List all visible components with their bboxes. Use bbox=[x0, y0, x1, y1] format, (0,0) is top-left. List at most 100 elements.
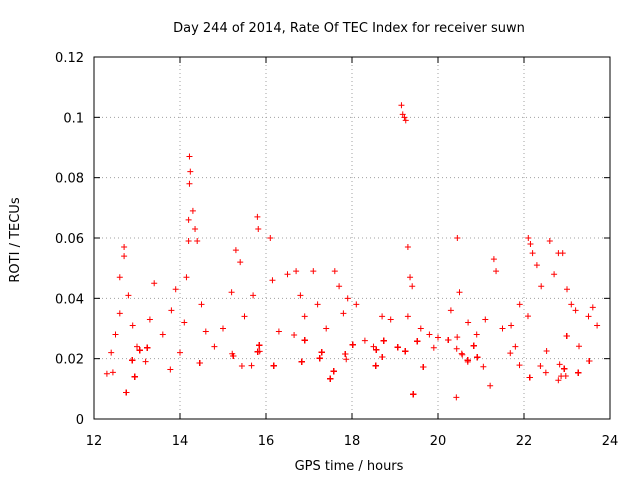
data-point bbox=[561, 365, 568, 372]
data-point bbox=[353, 301, 360, 308]
data-point bbox=[298, 358, 305, 365]
data-point bbox=[186, 153, 193, 160]
y-tick-label: 0.1 bbox=[63, 111, 84, 126]
data-point bbox=[255, 225, 262, 232]
data-point bbox=[447, 307, 454, 314]
data-point bbox=[490, 256, 497, 263]
data-point bbox=[121, 244, 128, 251]
data-point bbox=[562, 373, 569, 380]
data-point bbox=[192, 225, 199, 232]
data-point bbox=[189, 207, 196, 214]
data-point bbox=[409, 283, 416, 290]
data-point bbox=[542, 369, 549, 376]
data-point bbox=[116, 310, 123, 317]
data-point bbox=[420, 363, 427, 370]
x-axis-label: GPS time / hours bbox=[295, 459, 404, 474]
data-point bbox=[480, 363, 487, 370]
data-point bbox=[402, 117, 409, 124]
data-point bbox=[512, 343, 519, 350]
x-tick-label: 22 bbox=[516, 434, 533, 449]
data-point bbox=[123, 389, 130, 396]
data-point bbox=[316, 355, 323, 362]
data-point bbox=[524, 313, 531, 320]
data-point bbox=[399, 111, 406, 118]
data-point bbox=[594, 322, 601, 329]
data-point bbox=[426, 331, 433, 338]
data-point bbox=[185, 238, 192, 245]
y-tick-label: 0.02 bbox=[55, 353, 84, 368]
data-point bbox=[121, 253, 128, 260]
data-point bbox=[297, 292, 304, 299]
data-point bbox=[526, 374, 533, 381]
data-point bbox=[482, 316, 489, 323]
data-point bbox=[585, 313, 592, 320]
data-point bbox=[456, 289, 463, 296]
data-point bbox=[499, 325, 506, 332]
data-point bbox=[525, 235, 532, 241]
data-point bbox=[144, 344, 151, 351]
data-point bbox=[172, 286, 179, 293]
data-point bbox=[474, 354, 481, 361]
data-point bbox=[237, 259, 244, 266]
data-point bbox=[543, 347, 550, 354]
data-point bbox=[401, 114, 408, 121]
data-point bbox=[134, 343, 140, 350]
data-point bbox=[177, 349, 183, 356]
data-point bbox=[196, 359, 203, 366]
data-point bbox=[529, 250, 536, 257]
data-point bbox=[453, 394, 460, 401]
data-point bbox=[185, 216, 192, 223]
data-point bbox=[576, 343, 583, 350]
data-point bbox=[330, 368, 337, 375]
data-point bbox=[435, 334, 441, 341]
data-point bbox=[314, 301, 321, 308]
data-point bbox=[151, 280, 158, 287]
data-point bbox=[387, 316, 394, 323]
data-point bbox=[410, 391, 417, 398]
data-point bbox=[275, 328, 282, 335]
data-point bbox=[556, 361, 563, 368]
data-point bbox=[404, 244, 411, 251]
data-point bbox=[589, 304, 596, 311]
x-tick-label: 14 bbox=[172, 434, 189, 449]
data-point bbox=[270, 362, 277, 369]
data-point bbox=[198, 301, 205, 308]
y-tick-label: 0.04 bbox=[55, 292, 84, 307]
data-point bbox=[112, 331, 119, 338]
data-point bbox=[379, 354, 386, 361]
data-point bbox=[537, 363, 544, 370]
data-point bbox=[181, 319, 188, 326]
data-point bbox=[527, 241, 534, 248]
data-point bbox=[453, 345, 460, 352]
y-tick-label: 0.12 bbox=[55, 51, 84, 66]
chart-title: Day 244 of 2014, Rate Of TEC Index for r… bbox=[173, 21, 525, 36]
data-point bbox=[454, 235, 461, 241]
data-point bbox=[256, 342, 263, 349]
data-point bbox=[142, 358, 149, 365]
x-tick-label: 18 bbox=[344, 434, 361, 449]
data-point bbox=[417, 325, 424, 332]
data-point bbox=[464, 357, 471, 364]
data-point bbox=[402, 348, 409, 355]
x-tick-label: 24 bbox=[602, 434, 619, 449]
data-point bbox=[380, 337, 387, 344]
data-point bbox=[372, 362, 379, 369]
data-point bbox=[159, 331, 166, 338]
data-point bbox=[248, 362, 255, 369]
data-point bbox=[254, 348, 261, 355]
data-point bbox=[228, 289, 235, 296]
x-tick-label: 16 bbox=[258, 434, 275, 449]
data-point bbox=[373, 346, 380, 353]
data-point bbox=[342, 351, 349, 358]
data-point bbox=[254, 213, 261, 220]
data-point bbox=[269, 277, 276, 284]
data-point bbox=[109, 369, 116, 376]
data-point bbox=[116, 274, 123, 281]
data-point bbox=[563, 333, 570, 340]
data-point bbox=[129, 322, 136, 329]
data-point bbox=[508, 322, 515, 329]
data-point bbox=[533, 262, 540, 269]
data-point bbox=[487, 382, 494, 389]
